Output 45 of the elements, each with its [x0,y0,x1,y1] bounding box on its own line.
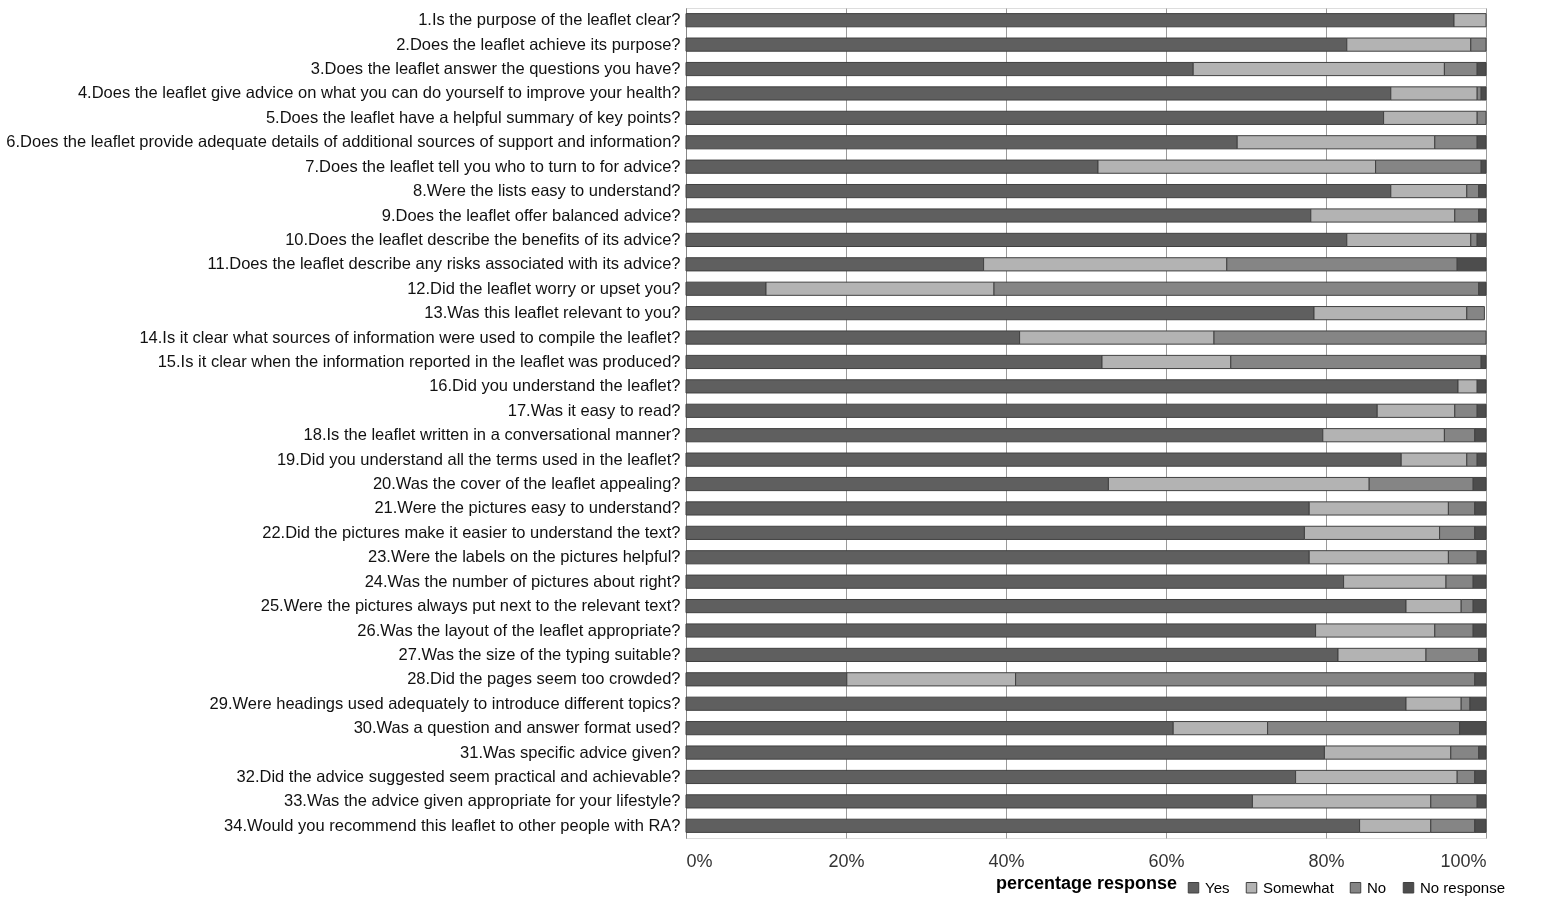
y-tick-label: 15.Is it clear when the information reported in the leaflet was produced? [157,351,681,370]
y-tick-label: 25.Were the pictures always put next to the relevant text? [260,596,681,615]
x-axis-title: percentage response [995,872,1178,893]
y-tick-label: 6.Does the leaflet provide adequate details of additional sources of support and information? [6,132,681,151]
y-tick-label: 17.Was it easy to read? [507,400,681,419]
legend-label: Yes [1205,878,1230,896]
y-tick-label: 4.Does the leaflet give advice on what you can do yourself to improve your health? [77,83,681,102]
x-tick-label: 0% [686,850,713,871]
y-tick-label: 23.Were the labels on the pictures helpful? [368,547,681,566]
y-tick-label: 29.Were headings used adequately to introduce different topics? [209,693,681,712]
y-tick-label: 31.Was specific advice given? [460,742,681,761]
y-tick-label: 28.Did the pages seem too crowded? [407,669,681,688]
y-tick-label: 21.Were the pictures easy to understand? [374,498,681,517]
x-tick-label: 60% [1148,850,1185,871]
y-tick-label: 27.Was the size of the typing suitable? [398,644,681,663]
y-tick-label: 19.Did you understand all the terms used in the leaflet? [276,449,681,468]
y-tick-label: 20.Was the cover of the leaflet appealing? [372,474,681,493]
y-tick-label: 33.Was the advice given appropriate for your lifestyle? [283,791,681,810]
y-tick-label: 16.Did you understand the leaflet? [429,376,681,395]
y-tick-label: 12.Did the leaflet worry or upset you? [407,278,681,297]
x-tick-label: 100% [1440,850,1487,871]
y-tick-label: 7.Does the leaflet tell you who to turn to for advice? [305,156,681,175]
y-tick-label: 34.Would you recommend this leaflet to other people with RA? [224,815,681,834]
y-tick-label: 8.Were the lists easy to understand? [412,181,681,200]
y-tick-label: 5.Does the leaflet have a helpful summary of key points? [265,107,681,126]
y-tick-label: 14.Is it clear what sources of information were used to compile the leaflet? [139,327,681,346]
x-tick-label: 80% [1308,850,1345,871]
y-tick-label: 2.Does the leaflet achieve its purpose? [396,34,681,53]
y-tick-label: 32.Did the advice suggested seem practical and achievable? [236,766,681,785]
legend-label: Somewhat [1263,878,1335,896]
y-tick-label: 11.Does the leaflet describe any risks associated with its advice? [207,254,681,273]
y-tick-label: 13.Was this leaflet relevant to you? [424,303,681,322]
y-tick-label: 24.Was the number of pictures about right? [364,571,681,590]
y-tick-label: 18.Is the leaflet written in a conversational manner? [303,425,681,444]
legend-label: No response [1420,878,1506,896]
y-tick-label: 26.Was the layout of the leaflet appropriate? [357,620,681,639]
y-tick-label: 1.Is the purpose of the leaflet clear? [418,10,681,29]
legend-label: No [1367,878,1387,896]
y-tick-label: 22.Did the pictures make it easier to understand the text? [262,522,681,541]
x-tick-label: 20% [828,850,865,871]
y-tick-label: 3.Does the leaflet answer the questions you have? [310,59,681,78]
y-tick-label: 10.Does the leaflet describe the benefits of its advice? [285,229,681,248]
y-tick-label: 30.Was a question and answer format used? [353,718,681,737]
x-tick-label: 40% [988,850,1025,871]
y-tick-label: 9.Does the leaflet offer balanced advice? [381,205,681,224]
